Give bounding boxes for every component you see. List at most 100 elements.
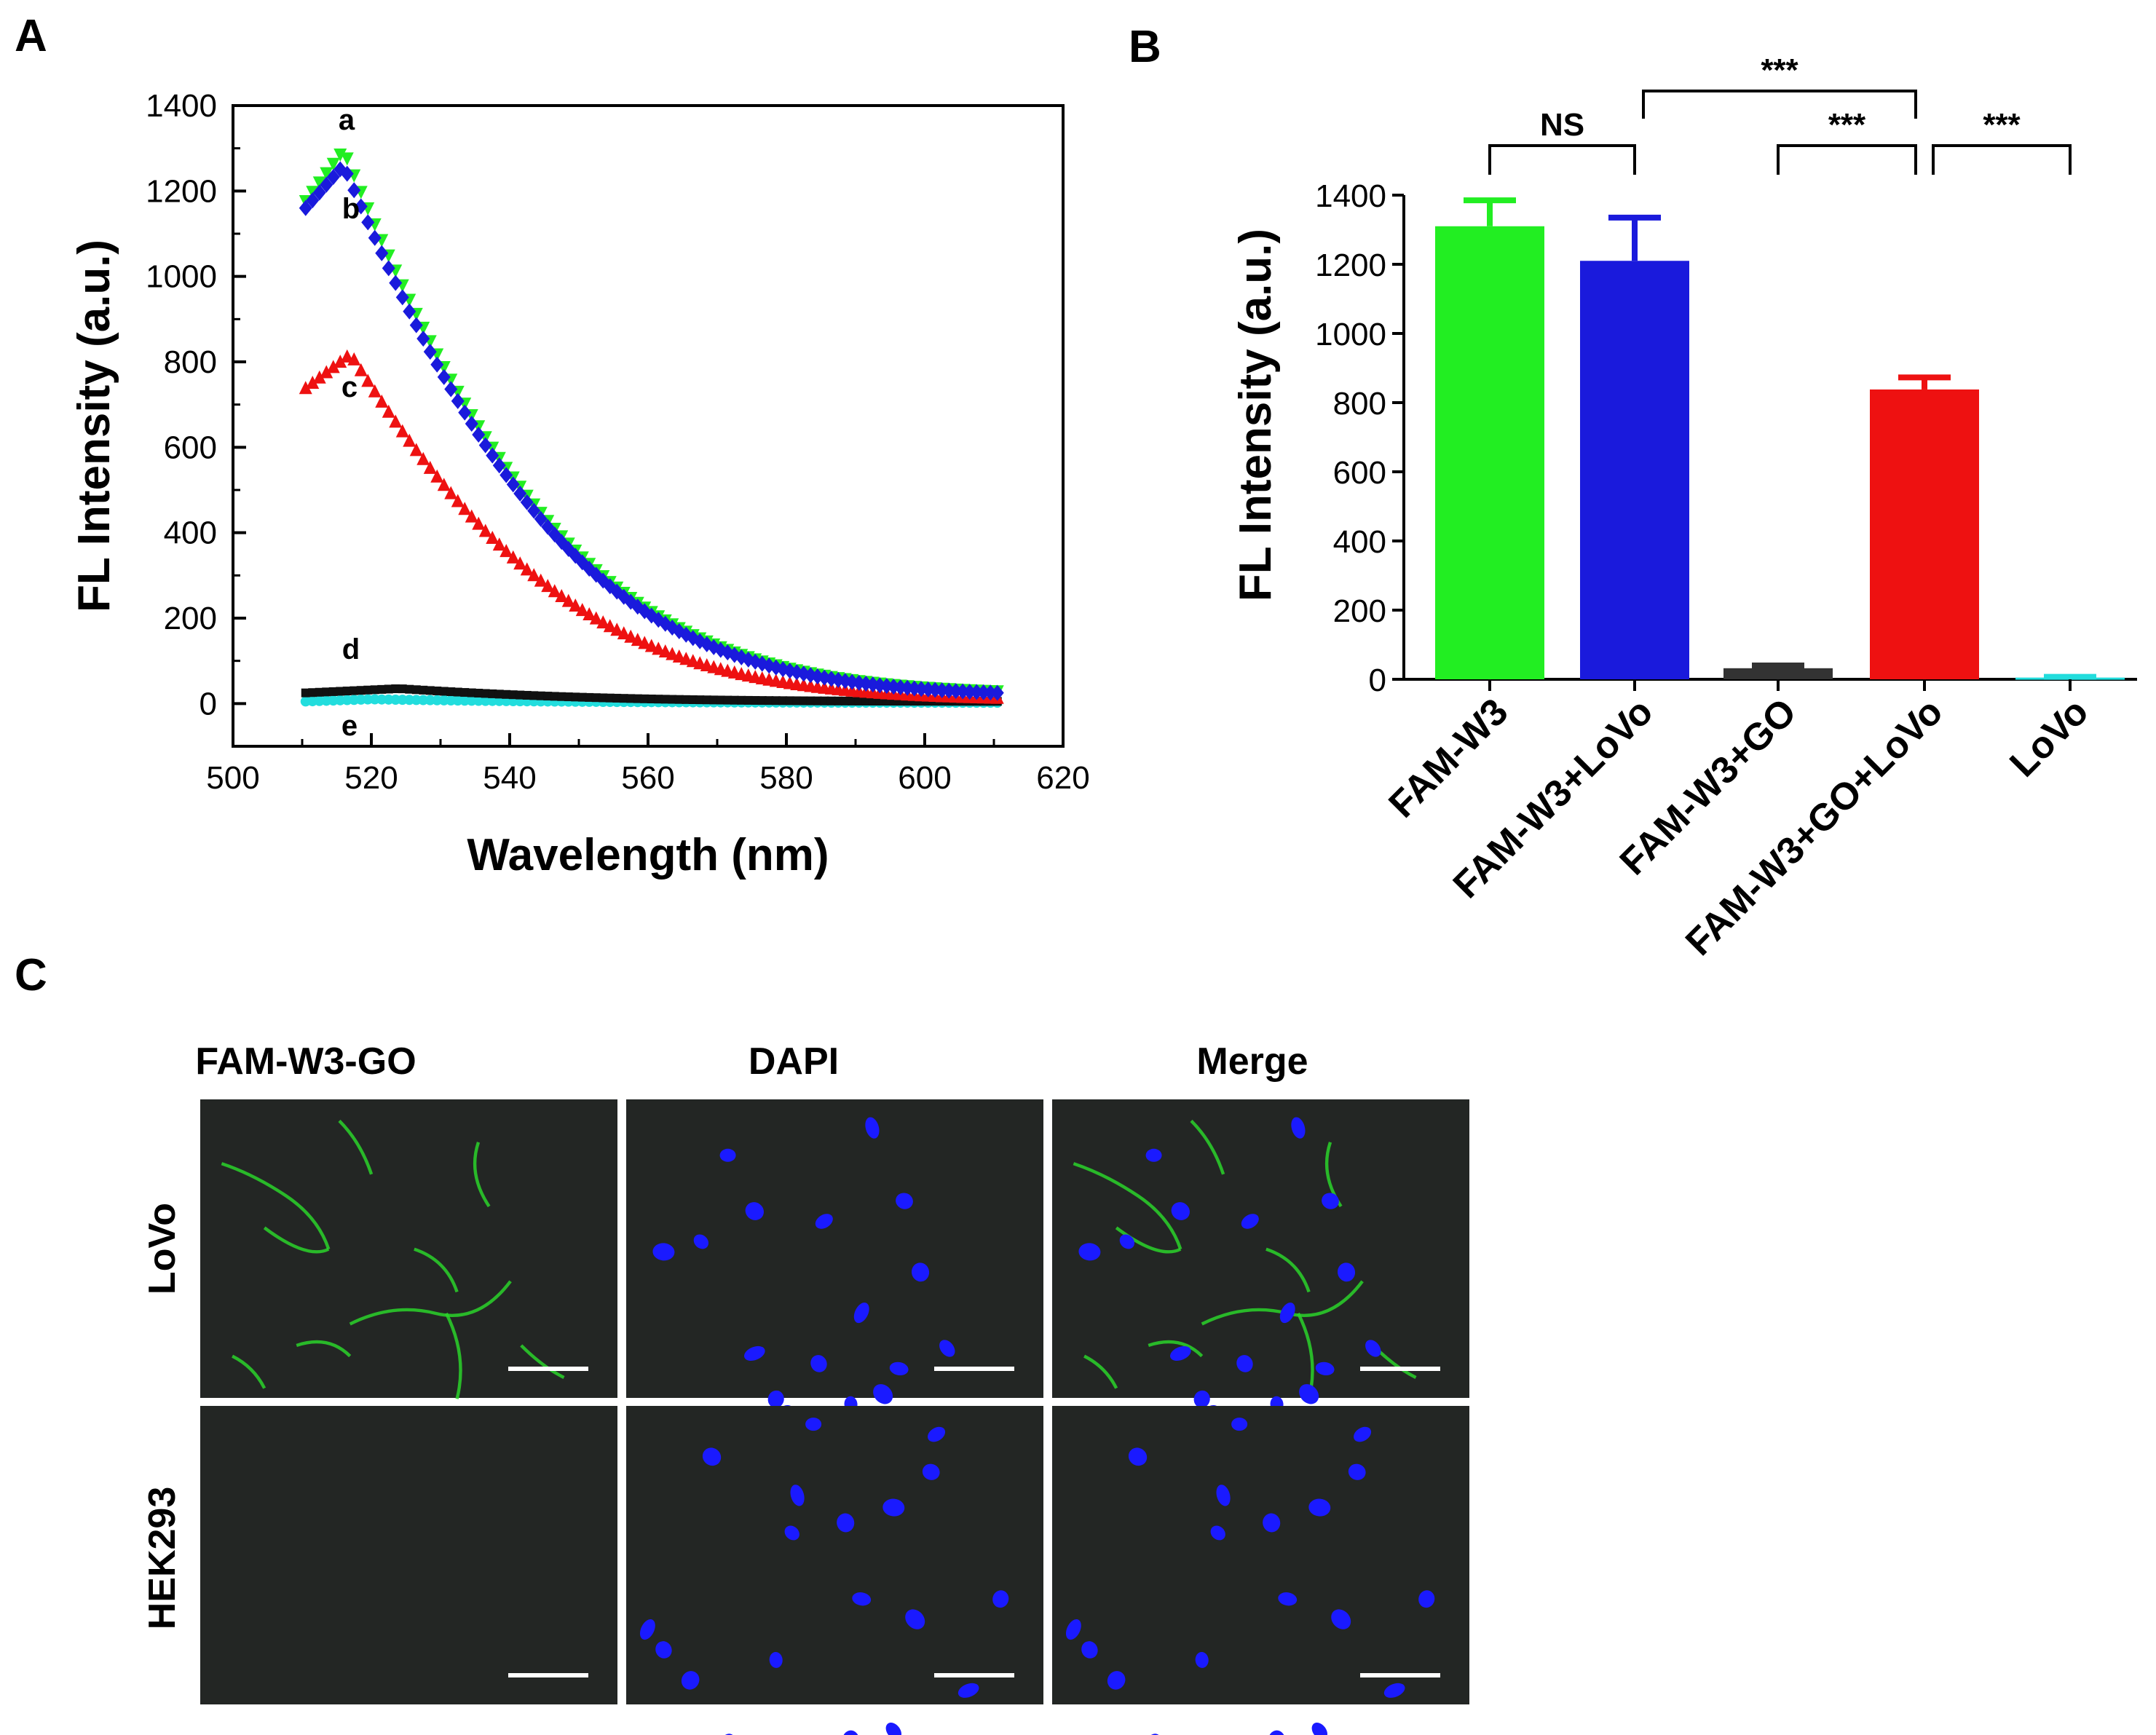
spectrum-point: [299, 199, 312, 216]
spectrum-point: [548, 584, 561, 598]
spectrum-point: [674, 695, 684, 704]
spectrum-point: [868, 696, 877, 706]
spectrum-point: [446, 687, 456, 697]
green-membrane-signal: [1190, 1119, 1225, 1175]
spectrum-point: [306, 375, 320, 389]
micro-panel-r1-c2: [1052, 1406, 1469, 1735]
spectrum-point: [444, 381, 458, 398]
micro-background: [200, 1406, 617, 1704]
spectrum-point: [743, 695, 753, 705]
dapi-nucleus: [745, 1202, 764, 1220]
spectrum-point: [423, 460, 437, 474]
microscopy-grid: FAM-W3-GO DAPI Merge LoVo HEK293: [141, 1040, 1469, 1735]
spectrum-point: [585, 692, 594, 702]
spectrum-point: [481, 689, 490, 698]
spectrum-y-axis-title: FL Intensity (a.u.): [69, 240, 119, 612]
panel-letter-a: A: [15, 11, 47, 61]
spectrum-point: [458, 404, 472, 421]
spectrum-x-tick-label: 520: [344, 760, 398, 796]
bar-2: [1723, 668, 1833, 679]
row-label-hek293: HEK293: [141, 1487, 183, 1630]
green-membrane-signal: [520, 1344, 565, 1379]
spectrum-point: [633, 694, 642, 703]
spectrum-point: [543, 692, 553, 701]
spectrum-point: [478, 437, 492, 454]
spectrum-point: [492, 457, 506, 474]
spectrum-point: [513, 556, 527, 570]
green-membrane-signal: [349, 1280, 512, 1326]
spectrum-y-ticks: 0 200 400 600 800 1000 1200 1400: [146, 88, 246, 748]
dapi-nucleus: [889, 1361, 909, 1376]
spectrum-point: [499, 467, 513, 483]
dapi-nucleus: [1128, 1447, 1148, 1466]
spectrum-point: [522, 690, 532, 700]
spectrum-y-tick-label: 400: [164, 515, 217, 551]
spectrum-point: [619, 694, 628, 703]
spectrum-point: [350, 686, 359, 695]
green-membrane-signal: [1148, 1340, 1204, 1358]
micro-panel-r1-c1: [626, 1406, 1043, 1735]
dapi-nucleus: [1418, 1590, 1435, 1608]
spectrum-point: [695, 695, 705, 705]
spectrum-point: [326, 169, 340, 186]
bar-significance-label: ***: [1983, 107, 2021, 143]
spectrum-point: [460, 688, 470, 697]
dapi-nucleus: [810, 1355, 827, 1372]
spectrum-point: [382, 404, 395, 418]
bar-significance-label: NS: [1540, 107, 1584, 143]
spectrum-point: [395, 424, 409, 438]
micro-background: [200, 1099, 617, 1398]
spectrum-point: [591, 693, 601, 703]
green-membrane-signal: [221, 1162, 331, 1250]
bar-0: [1435, 226, 1544, 679]
green-membrane-signal: [1115, 1226, 1182, 1254]
spectrum-point: [534, 573, 548, 587]
dapi-nucleus: [1078, 1243, 1101, 1261]
spectrum-point: [472, 426, 486, 443]
green-membrane-signal: [1073, 1162, 1182, 1250]
dapi-nucleus: [1311, 1722, 1328, 1735]
dapi-nucleus: [885, 1722, 902, 1735]
dapi-nucleus: [815, 1214, 833, 1229]
spectrum-point: [596, 615, 610, 629]
micro-panel-r1-c0: [200, 1406, 617, 1704]
dapi-nucleus: [1338, 1262, 1356, 1282]
spectrum-point: [340, 152, 354, 166]
spectrum-point: [312, 370, 326, 384]
spectrum-point: [778, 696, 788, 706]
spectrum-point: [935, 682, 949, 699]
bar-category-label: FAM-W3+GO+LoVo: [1678, 690, 1951, 963]
spectrum-point: [328, 687, 338, 696]
spectrum-point: [354, 198, 368, 215]
dapi-nucleus: [922, 1463, 940, 1480]
spectrum-point: [409, 317, 423, 333]
spectrum-point: [377, 684, 387, 694]
spectrum-point: [956, 683, 970, 700]
spectrum-point: [571, 692, 580, 702]
spectrum-x-tick-label: 540: [483, 760, 536, 796]
dapi-nucleus: [912, 1262, 930, 1282]
spectrum-point: [527, 502, 541, 519]
dapi-nucleus: [853, 1303, 869, 1324]
green-membrane-signal: [1265, 1247, 1311, 1293]
spectrum-point: [453, 687, 462, 697]
spectrum-x-tick-label: 560: [621, 760, 674, 796]
dapi-nucleus: [1231, 1418, 1248, 1431]
spectrum-point: [638, 636, 652, 649]
bar-significance: NS *** *** ***: [1488, 52, 2072, 175]
spectrum-point: [398, 684, 407, 694]
bar-significance-bracket: [1932, 144, 2072, 175]
spectrum-point: [737, 695, 746, 705]
spectrum-point: [834, 696, 843, 706]
spectrum-point: [361, 374, 375, 387]
spectrum-point: [508, 690, 518, 700]
spectrum-point: [658, 644, 672, 658]
spectrum-x-tick-label: 500: [206, 760, 259, 796]
spectrum-point: [430, 356, 444, 373]
green-membrane-signal: [444, 1312, 462, 1399]
bar-significance-label: ***: [1828, 107, 1866, 143]
spectrum-point: [416, 331, 430, 347]
dapi-nucleus: [1195, 1651, 1209, 1668]
dapi-nucleus: [1210, 1525, 1225, 1541]
spectrum-point: [631, 633, 644, 647]
